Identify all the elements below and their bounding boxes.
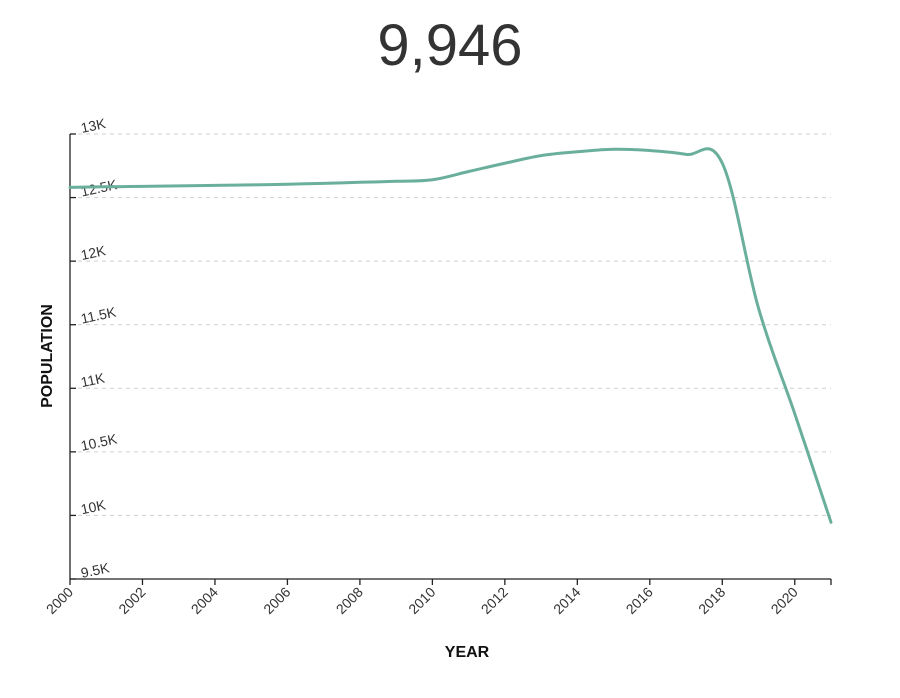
x-tick-label: 2020 bbox=[768, 584, 801, 617]
x-tick-label: 2010 bbox=[405, 584, 438, 617]
y-tick-label: 9.5K bbox=[79, 559, 111, 581]
x-axis-title: YEAR bbox=[445, 644, 490, 661]
x-tick-label: 2008 bbox=[333, 584, 366, 617]
x-tick-label: 2014 bbox=[550, 584, 583, 617]
x-tick-label: 2004 bbox=[188, 584, 221, 617]
x-tick-label: 2016 bbox=[623, 584, 656, 617]
x-tick-label: 2012 bbox=[478, 584, 511, 617]
y-tick-label: 10K bbox=[79, 496, 107, 517]
y-tick-label: 13K bbox=[79, 115, 107, 136]
y-axis-title: POPULATION bbox=[39, 304, 56, 408]
y-tick-label: 10.5K bbox=[79, 430, 119, 453]
x-tick-label: 2006 bbox=[260, 584, 293, 617]
grid-lines bbox=[70, 133, 831, 516]
axes bbox=[69, 134, 832, 585]
headline-value: 9,946 bbox=[377, 13, 522, 78]
x-tick-label: 2002 bbox=[115, 584, 148, 617]
x-tick-label: 2000 bbox=[43, 584, 76, 617]
y-tick-label: 11.5K bbox=[79, 303, 118, 326]
y-tick-label: 11K bbox=[79, 369, 106, 390]
y-tick-label: 12K bbox=[79, 242, 107, 263]
population-series-line bbox=[68, 147, 833, 524]
x-tick-label: 2018 bbox=[695, 584, 728, 617]
x-axis-ticks: 2000 2002 2004 2006 2008 2010 2012 2014 2016 2018… bbox=[43, 579, 801, 617]
series-lines bbox=[68, 147, 833, 524]
